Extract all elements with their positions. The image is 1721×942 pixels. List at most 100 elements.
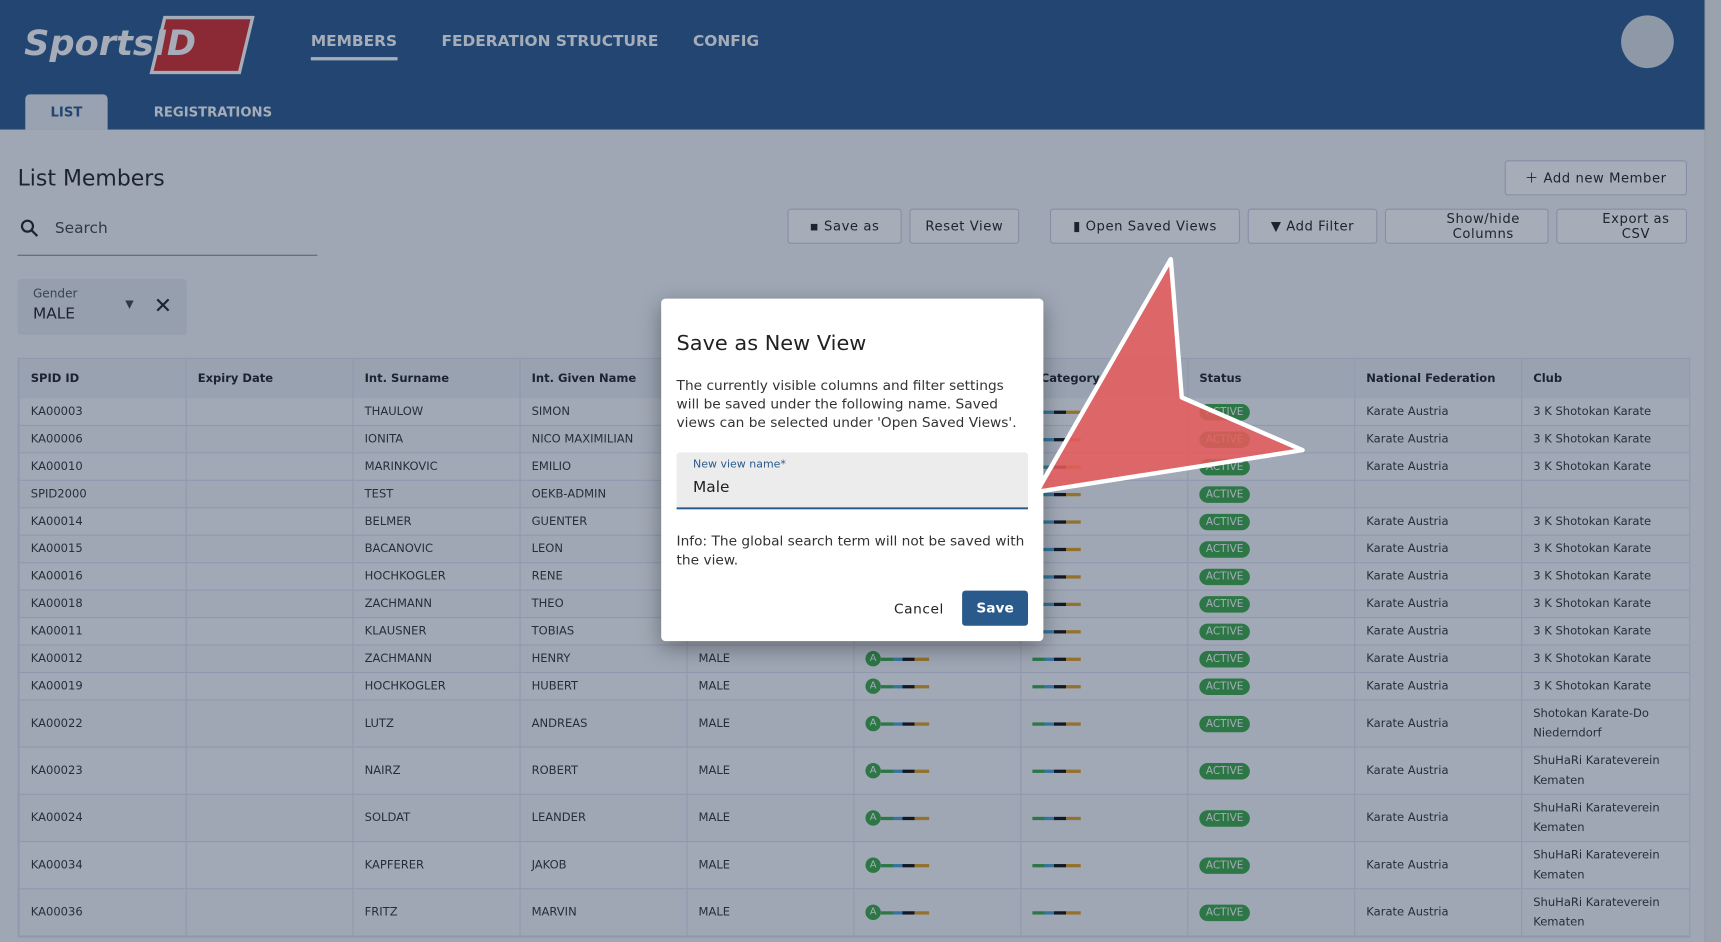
cell: 3 K Shotokan Karate [1521, 507, 1689, 536]
cell: HOCHKOGLER [352, 672, 521, 701]
status-badge: ACTIVE [1199, 513, 1250, 531]
reset-button[interactable]: Reset View [909, 208, 1020, 244]
column-header: Expiry Date [185, 359, 354, 399]
scrollbar[interactable] [1704, 0, 1721, 942]
cell: BELMER [352, 507, 521, 536]
cell: SPID2000 [18, 480, 187, 509]
belt-indicator [1032, 602, 1081, 606]
cell: MALE [686, 888, 854, 937]
cell [185, 452, 354, 481]
cell: MALE [686, 699, 854, 748]
belt-indicator [880, 769, 930, 773]
cell: MARINKOVIC [352, 452, 521, 481]
cell [1354, 480, 1522, 509]
cell: ShuHaRi Karateverein Kematen [1521, 794, 1689, 843]
cell: KA00016 [18, 562, 187, 591]
level-badge: A [865, 763, 881, 779]
belt-indicator [1032, 547, 1081, 551]
belt-indicator [1032, 721, 1081, 726]
cell [1020, 699, 1188, 748]
cell: TEST [352, 480, 521, 509]
cancel-button[interactable]: Cancel [894, 600, 944, 618]
cell: Karate Austria [1354, 794, 1522, 843]
cell: ACTIVE [1187, 562, 1355, 591]
clear-icon[interactable]: ✕ [153, 292, 173, 319]
cell: MALE [686, 645, 854, 674]
cell: TOBIAS [519, 617, 687, 646]
cell: ANDREAS [519, 699, 687, 748]
cell [1020, 645, 1188, 674]
cell [185, 699, 354, 748]
cell: ACTIVE [1187, 699, 1355, 748]
belt-indicator [1032, 410, 1081, 414]
status-badge: ACTIVE [1199, 904, 1250, 922]
cell: KA00024 [18, 794, 187, 843]
cell: NICO MAXIMILIAN [519, 425, 687, 454]
cell [1020, 888, 1188, 937]
cell: A [853, 747, 1021, 795]
header: SportsID MEMBERS FEDERATION STRUCTURE CO… [0, 0, 1705, 130]
cell: Karate Austria [1354, 888, 1522, 937]
cell: KA00011 [18, 617, 187, 646]
dialog-text: The currently visible columns and filter… [676, 376, 1017, 431]
cell: ShuHaRi Karateverein Kematen [1521, 747, 1689, 795]
status-badge: ACTIVE [1199, 651, 1250, 668]
cell: 3 K Shotokan Karate [1521, 672, 1689, 701]
cell: Karate Austria [1354, 398, 1522, 426]
cell: FRITZ [352, 888, 521, 937]
cell: 3 K Shotokan Karate [1521, 645, 1689, 674]
cell [185, 841, 354, 890]
cell: 3 K Shotokan Karate [1521, 452, 1689, 481]
cell: ShuHaRi Karateverein Kematen [1521, 841, 1689, 890]
filter-button[interactable]: ▼ Add Filter [1247, 208, 1378, 244]
cell: KA00014 [18, 507, 187, 536]
column-header: National Federation [1354, 359, 1522, 399]
cell: KA00015 [18, 535, 187, 564]
export-button[interactable]: Export as CSV [1556, 208, 1687, 244]
cell: ShuHaRi Karateverein Kematen [1521, 888, 1689, 937]
cell: Karate Austria [1354, 507, 1522, 536]
cell [1020, 535, 1188, 564]
cell: KA00018 [18, 590, 187, 619]
columns-button[interactable]: Show/hide Columns [1384, 208, 1549, 244]
name-field[interactable]: New view name* Male [676, 452, 1029, 510]
nav-item[interactable]: MEMBERS [310, 33, 398, 61]
cell [185, 590, 354, 619]
cell: A [853, 794, 1021, 843]
status-badge: ACTIVE [1199, 715, 1250, 733]
cell [1020, 507, 1188, 536]
filter-chip[interactable]: Gender MALE ▼ ✕ [17, 278, 187, 335]
tab[interactable]: REGISTRATIONS [153, 104, 273, 120]
cell: Karate Austria [1354, 590, 1522, 619]
cell [185, 535, 354, 564]
belt-indicator [1032, 684, 1081, 688]
search-icon [20, 219, 39, 237]
belt-indicator [1032, 437, 1081, 441]
search-box[interactable]: Search [17, 209, 318, 256]
cell [1020, 562, 1188, 591]
cell: ACTIVE [1187, 480, 1355, 509]
saved-views-button[interactable]: ▮ Open Saved Views [1049, 208, 1240, 244]
cell: ACTIVE [1187, 747, 1355, 795]
save-as-button[interactable]: ▪ Save as [787, 208, 902, 244]
nav-item[interactable]: CONFIG [693, 32, 760, 51]
cell: ACTIVE [1187, 888, 1355, 937]
belt-indicator [1032, 769, 1081, 773]
belt-indicator [1032, 910, 1081, 915]
cell: MALE [686, 794, 854, 843]
save-button[interactable]: Save [962, 590, 1029, 626]
cell [1020, 672, 1188, 701]
avatar[interactable] [1621, 15, 1674, 69]
belt-indicator [880, 721, 930, 726]
nav-item[interactable]: FEDERATION STRUCTURE [441, 32, 659, 51]
status-badge: ACTIVE [1199, 810, 1250, 827]
cell [1020, 590, 1188, 619]
cell: ACTIVE [1187, 672, 1355, 701]
add-member-button[interactable]: ＋ Add new Member [1504, 160, 1687, 196]
cell: KA00036 [18, 888, 187, 937]
cell: Karate Austria [1354, 617, 1522, 646]
tab[interactable]: LIST [25, 94, 108, 130]
cell: Karate Austria [1354, 562, 1522, 591]
